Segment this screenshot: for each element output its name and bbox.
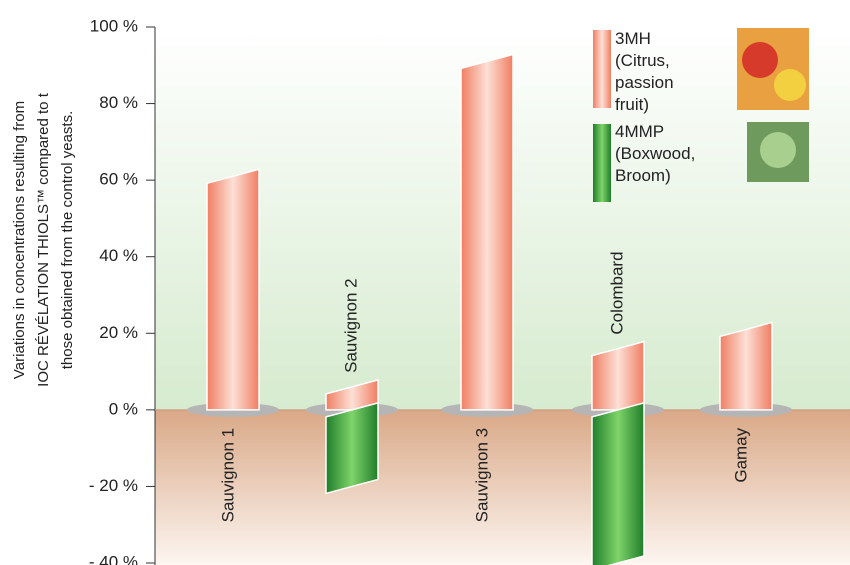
plot-bg-negative: [155, 410, 850, 565]
y-tick-label: 40 %: [99, 246, 138, 265]
y-tick-label: 0 %: [109, 399, 138, 418]
y-tick-label: 80 %: [99, 93, 138, 112]
y-tick-label: 20 %: [99, 323, 138, 342]
y-tick-label: - 40 %: [89, 552, 138, 565]
legend-swatch: [593, 30, 611, 108]
fruit-photo-detail: [742, 42, 778, 78]
legend-swatch: [593, 124, 611, 202]
y-axis-label: those obtained from the control yeasts.: [59, 111, 76, 369]
y-axis-label: IOC RÉVÉLATION THIOLS™ compared to t: [35, 92, 52, 387]
y-tick-label: 100 %: [90, 16, 138, 35]
y-tick-label: 60 %: [99, 170, 138, 189]
category-label: Sauvignon 1: [218, 428, 237, 523]
fruit-photo-detail: [774, 69, 806, 101]
category-label: Colombard: [607, 251, 626, 334]
bar: [719, 321, 773, 411]
bar: [591, 401, 645, 565]
legend-label: 3MH (Citrus, passion fruit): [615, 29, 674, 114]
category-label: Sauvignon 2: [341, 278, 360, 373]
bar: [460, 53, 514, 411]
category-label: Gamay: [731, 427, 750, 482]
category-label: Sauvignon 3: [472, 428, 491, 523]
y-tick-label: - 20 %: [89, 476, 138, 495]
bar: [206, 168, 260, 411]
leaf-photo-detail: [760, 132, 796, 168]
y-axis-label: Variations in concentrations resulting f…: [11, 101, 28, 379]
bar: [325, 401, 379, 495]
legend-label: 4MMP (Boxwood, Broom): [615, 122, 696, 185]
